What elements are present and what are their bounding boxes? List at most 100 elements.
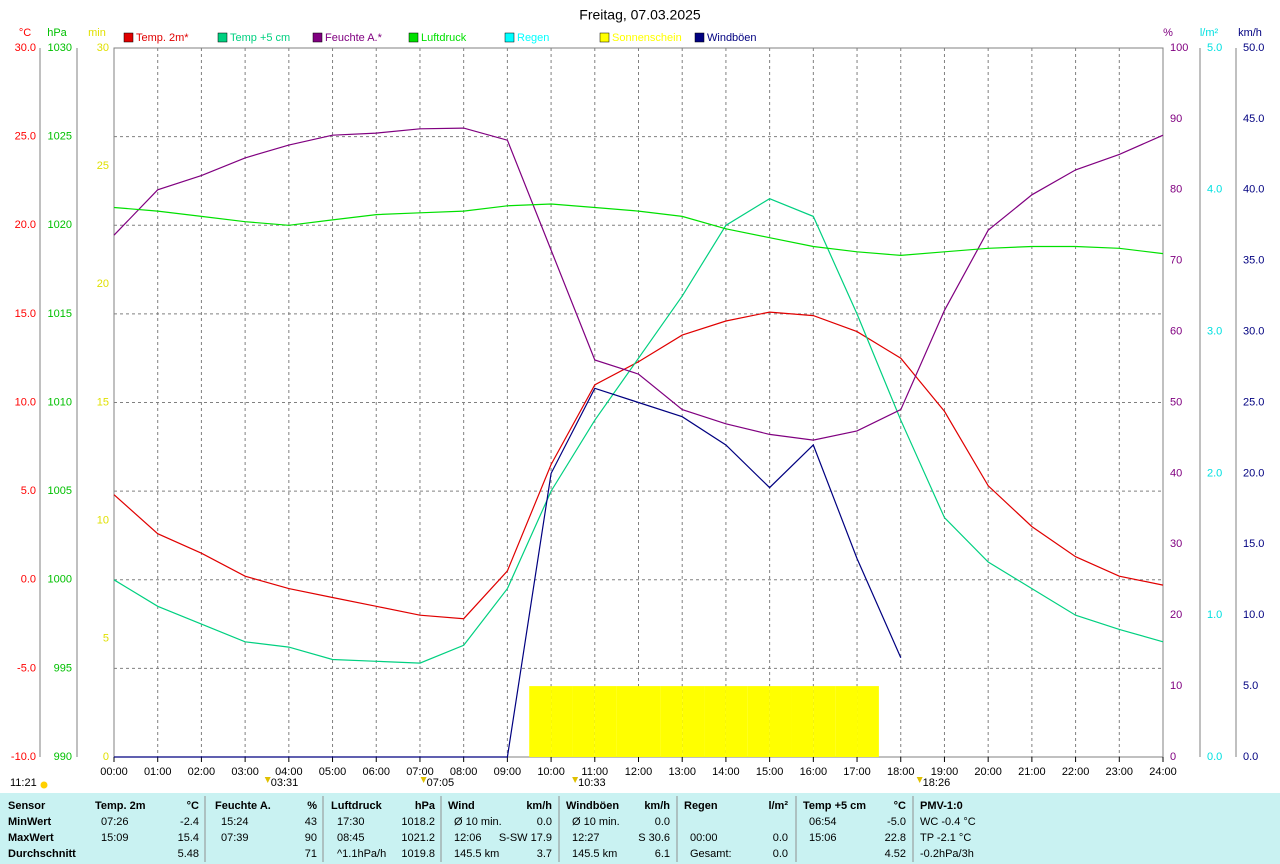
y-tick-label: 5.0 <box>1207 42 1222 54</box>
table-cell: 1021.2 <box>401 832 435 844</box>
sunshine-bar <box>594 686 617 757</box>
table-cell: 17:30 <box>337 816 365 828</box>
legend-swatch <box>312 32 323 43</box>
table-cell: 06:54 <box>809 816 837 828</box>
y-tick-label: 100 <box>1170 42 1188 54</box>
y-tick-label: 5.0 <box>21 485 36 497</box>
table-cell: TP -2.1 °C <box>920 832 971 844</box>
table-cell: 6.1 <box>655 848 670 860</box>
sunshine-bar <box>769 686 792 757</box>
legend-label: Regen <box>517 32 549 44</box>
header-cell: Sensor <box>8 800 46 812</box>
header-cell: PMV-1:0 <box>920 800 963 812</box>
table-cell: -0.2hPa/3h <box>920 848 974 860</box>
y-tick-label: 0.0 <box>1243 751 1258 763</box>
y-tick-label: 60 <box>1170 326 1182 338</box>
x-tick-label: 19:00 <box>931 766 959 778</box>
legend-label: Temp. 2m* <box>136 32 189 44</box>
y-tick-label: 1020 <box>48 219 72 231</box>
axis-title: % <box>1163 27 1173 39</box>
axis-title: km/h <box>1238 27 1262 39</box>
table-cell: 08:45 <box>337 832 365 844</box>
table-cell: 15:24 <box>221 816 249 828</box>
table-cell: 90 <box>305 832 317 844</box>
y-tick-label: 15 <box>97 396 109 408</box>
y-tick-label: 1005 <box>48 485 72 497</box>
y-tick-label: 25.0 <box>15 131 36 143</box>
sunshine-bar <box>813 686 836 757</box>
legend-label: Feuchte A.* <box>325 32 383 44</box>
y-tick-label: 5.0 <box>1243 680 1258 692</box>
x-tick-label: 10:00 <box>537 766 565 778</box>
x-tick-label: 24:00 <box>1149 766 1177 778</box>
table-cell: S-SW 17.9 <box>499 832 552 844</box>
legend-swatch <box>504 32 515 43</box>
table-cell: 07:26 <box>101 816 129 828</box>
sunshine-bar <box>682 686 705 757</box>
y-tick-label: 0.0 <box>1207 751 1222 763</box>
table-cell: 15:06 <box>809 832 837 844</box>
table-cell: Ø 10 min. <box>572 816 620 828</box>
header-cell: Luftdruck <box>331 800 383 812</box>
x-tick-label: 15:00 <box>756 766 784 778</box>
header-cell: % <box>307 800 317 812</box>
sunshine-bar <box>747 686 770 757</box>
table-cell: WC -0.4 °C <box>920 816 976 828</box>
y-tick-label: 30.0 <box>15 42 36 54</box>
table-cell: 0.0 <box>537 816 552 828</box>
x-tick-label: 21:00 <box>1018 766 1046 778</box>
table-cell: 145.5 km <box>454 848 499 860</box>
y-tick-label: 995 <box>54 662 72 674</box>
sunshine-bar <box>857 686 879 757</box>
y-tick-label: 30 <box>1170 538 1182 550</box>
annotation-label: 03:31 <box>271 777 299 789</box>
sunshine-bar <box>638 686 661 757</box>
header-cell: km/h <box>526 800 552 812</box>
header-cell: Temp +5 cm <box>803 800 866 812</box>
legend-label: Sonnenschein <box>612 32 682 44</box>
table-cell: 43 <box>305 816 317 828</box>
y-tick-label: 1.0 <box>1207 609 1222 621</box>
table-cell: 71 <box>305 848 317 860</box>
y-tick-label: 1015 <box>48 308 72 320</box>
axis-title: hPa <box>47 27 67 39</box>
row-label: Durchschnitt <box>8 848 76 860</box>
header-cell: Regen <box>684 800 718 812</box>
axis-title: min <box>88 27 106 39</box>
y-tick-label: 10 <box>1170 680 1182 692</box>
legend-swatch <box>217 32 228 43</box>
row-label: MinWert <box>8 816 52 828</box>
legend-swatch <box>123 32 134 43</box>
y-tick-label: 50.0 <box>1243 42 1264 54</box>
y-tick-label: 1025 <box>48 131 72 143</box>
x-tick-label: 23:00 <box>1106 766 1134 778</box>
header-cell: °C <box>894 800 906 812</box>
annotation-label: 07:05 <box>427 777 455 789</box>
y-tick-label: 30 <box>97 42 109 54</box>
sunshine-bar <box>551 686 573 757</box>
x-tick-label: 14:00 <box>712 766 740 778</box>
y-tick-label: 20 <box>1170 609 1182 621</box>
y-tick-label: 90 <box>1170 113 1182 125</box>
x-tick-label: 16:00 <box>800 766 828 778</box>
annotation-marker <box>572 777 579 783</box>
x-tick-label: 00:00 <box>100 766 128 778</box>
y-tick-label: 4.0 <box>1207 184 1222 196</box>
y-tick-label: 10 <box>97 515 109 527</box>
sunshine-bar <box>660 686 683 757</box>
header-cell: Temp. 2m <box>95 800 146 812</box>
annotation-marker <box>420 777 427 783</box>
table-cell: 22.8 <box>885 832 906 844</box>
axis-title: l/m² <box>1200 27 1219 39</box>
sunshine-bar <box>791 686 814 757</box>
sun-icon <box>40 781 48 789</box>
table-cell: 3.7 <box>537 848 552 860</box>
y-tick-label: 20 <box>97 278 109 290</box>
table-cell: 15.4 <box>178 832 199 844</box>
table-cell: Ø 10 min. <box>454 816 502 828</box>
axis-title: °C <box>19 27 31 39</box>
y-tick-label: 35.0 <box>1243 255 1264 267</box>
header-cell: hPa <box>415 800 436 812</box>
x-tick-label: 08:00 <box>450 766 478 778</box>
table-cell: 12:06 <box>454 832 482 844</box>
